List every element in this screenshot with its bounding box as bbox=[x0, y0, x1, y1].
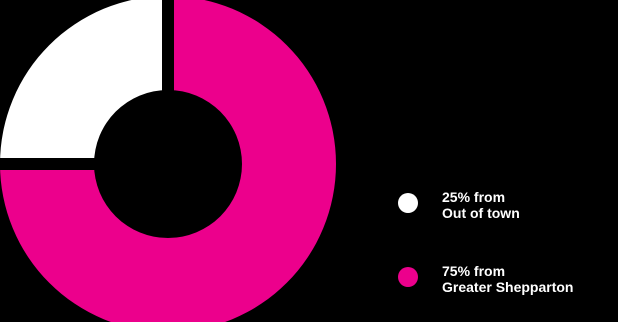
donut-slice-greater-shepparton bbox=[0, 0, 336, 322]
legend-label-greater-shepparton: 75% from Greater Shepparton bbox=[442, 263, 573, 295]
legend-item-out-of-town: 25% from Out of town bbox=[397, 188, 618, 228]
legend-label-out-of-town: 25% from Out of town bbox=[442, 189, 520, 221]
legend-dot-out-of-town bbox=[398, 193, 418, 213]
legend-dot-greater-shepparton bbox=[398, 267, 418, 287]
legend-label-line-1: 75% from bbox=[442, 263, 506, 279]
donut-slice-out-of-town bbox=[0, 0, 168, 164]
legend-label-line-2: Out of town bbox=[442, 205, 520, 221]
legend-label-line-1: 25% from bbox=[442, 189, 506, 205]
legend-item-greater-shepparton: 75% from Greater Shepparton bbox=[397, 262, 618, 302]
legend: 25% from Out of town 75% from Greater Sh… bbox=[397, 188, 618, 302]
legend-label-line-2: Greater Shepparton bbox=[442, 279, 574, 295]
